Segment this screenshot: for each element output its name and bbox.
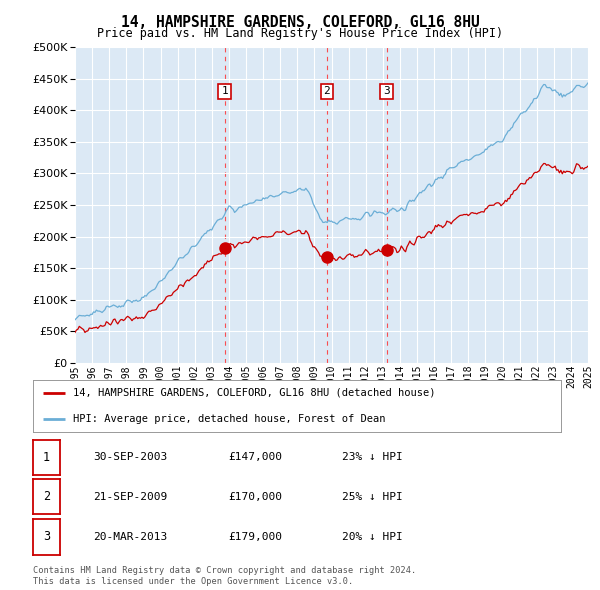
Text: 1: 1 (43, 451, 50, 464)
Text: Price paid vs. HM Land Registry's House Price Index (HPI): Price paid vs. HM Land Registry's House … (97, 27, 503, 40)
Text: 1: 1 (221, 86, 228, 96)
Text: 14, HAMPSHIRE GARDENS, COLEFORD, GL16 8HU: 14, HAMPSHIRE GARDENS, COLEFORD, GL16 8H… (121, 15, 479, 30)
Text: 2: 2 (323, 86, 330, 96)
Text: This data is licensed under the Open Government Licence v3.0.: This data is licensed under the Open Gov… (33, 577, 353, 586)
Text: 3: 3 (383, 86, 390, 96)
Text: £147,000: £147,000 (228, 453, 282, 462)
Text: 30-SEP-2003: 30-SEP-2003 (93, 453, 167, 462)
Text: HPI: Average price, detached house, Forest of Dean: HPI: Average price, detached house, Fore… (73, 414, 385, 424)
Text: 20% ↓ HPI: 20% ↓ HPI (342, 532, 403, 542)
Text: 21-SEP-2009: 21-SEP-2009 (93, 492, 167, 502)
Text: 25% ↓ HPI: 25% ↓ HPI (342, 492, 403, 502)
Text: 14, HAMPSHIRE GARDENS, COLEFORD, GL16 8HU (detached house): 14, HAMPSHIRE GARDENS, COLEFORD, GL16 8H… (73, 388, 435, 398)
Text: Contains HM Land Registry data © Crown copyright and database right 2024.: Contains HM Land Registry data © Crown c… (33, 566, 416, 575)
Text: £179,000: £179,000 (228, 532, 282, 542)
Text: 3: 3 (43, 530, 50, 543)
Text: 20-MAR-2013: 20-MAR-2013 (93, 532, 167, 542)
Text: 2: 2 (43, 490, 50, 503)
Text: 23% ↓ HPI: 23% ↓ HPI (342, 453, 403, 462)
Text: £170,000: £170,000 (228, 492, 282, 502)
